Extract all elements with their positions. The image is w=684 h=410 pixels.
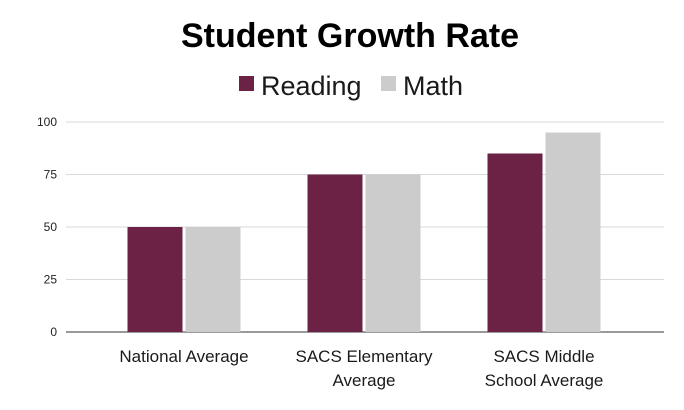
- y-tick-label: 100: [37, 115, 57, 129]
- legend-swatch-reading: [239, 76, 254, 91]
- legend-label-reading: Reading: [261, 71, 362, 101]
- bar-reading-1: [127, 227, 183, 332]
- legend-swatch-math: [381, 76, 396, 91]
- category-label: SACS Elementary: [296, 347, 433, 366]
- x-axis-labels: National Average SACS Elementary Average SA…: [119, 347, 603, 390]
- y-axis-ticks: 0 25 50 75 100: [37, 115, 57, 339]
- category-label: National Average: [119, 347, 248, 366]
- category-label: SACS Middle: [493, 347, 594, 366]
- y-tick-label: 50: [44, 220, 58, 234]
- chart-legend: Reading Math: [239, 71, 463, 101]
- y-tick-label: 25: [44, 273, 58, 287]
- y-tick-label: 0: [50, 325, 57, 339]
- bar-math-3: [545, 132, 601, 332]
- category-label: School Average: [485, 371, 604, 390]
- category-label: Average: [332, 371, 395, 390]
- legend-label-math: Math: [403, 71, 463, 101]
- chart-title: Student Growth Rate: [181, 17, 519, 55]
- bar-math-2: [365, 174, 421, 332]
- y-tick-label: 75: [44, 168, 58, 182]
- bar-math-1: [185, 227, 241, 332]
- bars: [127, 132, 601, 332]
- bar-reading-2: [307, 174, 363, 332]
- bar-reading-3: [487, 153, 543, 332]
